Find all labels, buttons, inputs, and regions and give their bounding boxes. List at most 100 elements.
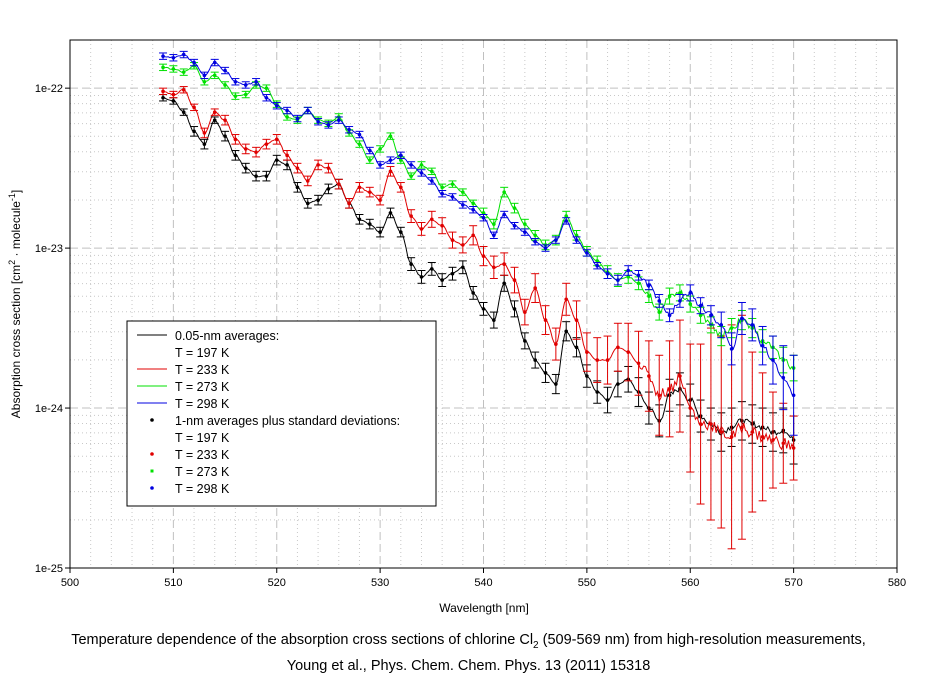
- data-point: [336, 182, 341, 186]
- data-point: [523, 230, 527, 234]
- error-bar: [603, 335, 612, 385]
- error-bar: [572, 337, 581, 358]
- legend-marker-label-233: T = 233 K: [175, 448, 230, 462]
- data-point: [399, 185, 403, 190]
- error-bar: [355, 130, 364, 139]
- data-point: [326, 187, 331, 191]
- data-point: [616, 345, 620, 350]
- data-point: [212, 118, 217, 122]
- y-axis-title: Absorption cross section [cm2 · molecule…: [7, 190, 23, 418]
- data-point: [233, 137, 238, 142]
- data-point: [791, 393, 796, 398]
- x-axis-ticks: 500 510 520 530 540 550 560 570 580: [61, 568, 906, 589]
- error-bar: [489, 218, 498, 230]
- error-bar: [531, 238, 540, 246]
- data-point: [378, 147, 382, 151]
- error-bar: [768, 391, 777, 489]
- data-point: [274, 137, 279, 142]
- error-bar: [210, 116, 219, 124]
- data-point: [264, 95, 269, 100]
- data-point: [554, 342, 558, 346]
- data-point: [678, 299, 682, 303]
- data-point: [533, 239, 537, 244]
- error-bar: [231, 78, 240, 86]
- data-point: [223, 134, 227, 138]
- data-point: [502, 212, 506, 217]
- data-point: [233, 94, 238, 98]
- error-bar: [500, 210, 509, 219]
- error-bar: [634, 330, 643, 396]
- error-bar: [396, 151, 405, 160]
- error-bar: [438, 273, 447, 287]
- data-point: [409, 214, 413, 218]
- data-point: [523, 339, 527, 343]
- error-bar: [262, 94, 271, 102]
- data-point: [388, 134, 393, 138]
- data-point: [295, 166, 300, 170]
- data-point: [574, 318, 579, 322]
- error-bar: [500, 252, 509, 276]
- error-bar: [582, 249, 591, 257]
- error-bar: [655, 354, 664, 436]
- error-bar: [458, 188, 467, 196]
- data-point: [502, 281, 506, 286]
- error-bar: [448, 180, 457, 188]
- data-point: [285, 108, 289, 113]
- data-point: [678, 374, 682, 378]
- x-tick-label: 560: [681, 577, 699, 589]
- error-bar: [665, 340, 674, 438]
- error-bar: [417, 169, 426, 177]
- error-bar: [169, 54, 178, 62]
- series-line-298k: [163, 54, 794, 396]
- data-point: [492, 233, 496, 238]
- legend-box: [126, 320, 437, 507]
- error-bar: [314, 159, 323, 171]
- data-point: [161, 89, 165, 94]
- error-bar: [365, 156, 374, 164]
- data-point: [181, 70, 186, 74]
- data-point: [616, 382, 620, 386]
- data-point: [688, 406, 693, 410]
- error-bar: [365, 146, 374, 155]
- error-bar: [221, 81, 230, 89]
- data-point: [698, 303, 703, 308]
- error-bar: [572, 236, 581, 244]
- data-point: [399, 158, 403, 162]
- error-bar: [210, 58, 219, 67]
- data-point: [295, 116, 300, 121]
- x-tick-label: 500: [61, 577, 79, 589]
- data-point: [461, 243, 465, 247]
- legend-marker-label-197: T = 197 K: [175, 431, 230, 445]
- error-bar: [283, 106, 292, 115]
- data-point: [729, 435, 734, 439]
- data-point: [533, 358, 537, 362]
- data-point: [502, 262, 506, 266]
- error-bar: [479, 301, 488, 316]
- error-bar: [541, 244, 550, 252]
- error-bar: [644, 340, 653, 412]
- data-point: [171, 55, 176, 60]
- x-tick-label: 580: [888, 577, 906, 589]
- error-bar: [241, 90, 250, 99]
- error-bar: [613, 322, 622, 372]
- error-bar: [231, 134, 240, 145]
- data-point: [409, 174, 413, 178]
- data-point: [430, 169, 434, 174]
- data-point: [243, 147, 248, 151]
- error-bar: [252, 146, 261, 158]
- data-point: [430, 217, 434, 222]
- data-point: [771, 358, 775, 362]
- error-bar: [252, 170, 261, 182]
- data-point: [647, 283, 651, 287]
- data-point: [533, 233, 537, 238]
- error-bar: [427, 261, 436, 276]
- data-point: [357, 142, 362, 146]
- error-bar: [283, 150, 292, 161]
- error-bar: [303, 106, 312, 115]
- error-bar: [200, 138, 209, 150]
- error-bar: [314, 194, 323, 206]
- data-point: [171, 92, 176, 97]
- error-bar: [448, 193, 457, 201]
- data-point: [688, 302, 693, 306]
- data-point: [367, 148, 372, 153]
